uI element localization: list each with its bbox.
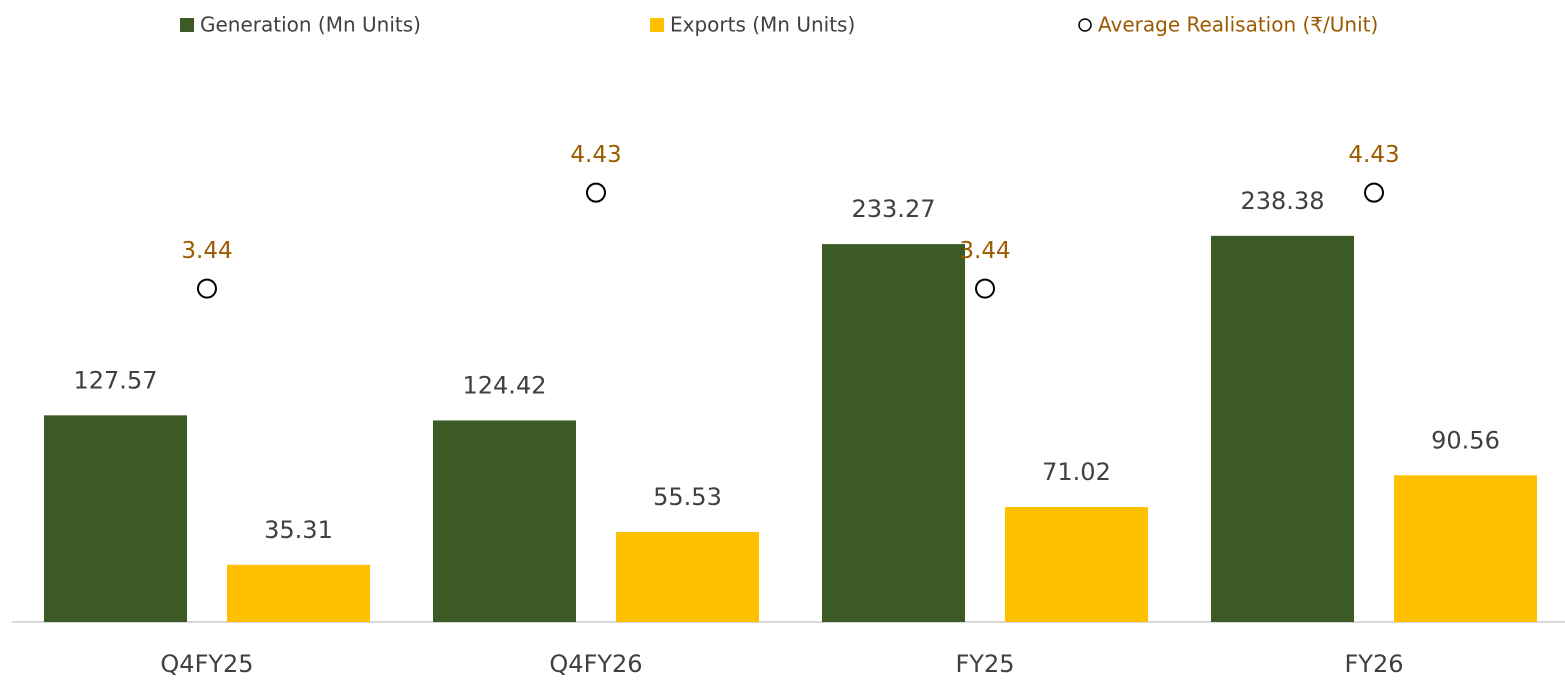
data-label: 127.57 [74,366,158,394]
legend-label: Exports (Mn Units) [670,13,855,37]
bar [1005,506,1148,622]
data-label: 55.53 [653,483,722,511]
legend-marker [1078,18,1092,32]
bar [227,564,370,622]
data-label: 4.43 [1348,142,1399,168]
data-label: 3.44 [959,238,1010,264]
bar [44,415,187,622]
legend-label: Average Realisation (₹/Unit) [1098,13,1378,37]
legend-label: Generation (Mn Units) [200,13,421,37]
marker [197,278,217,299]
x-tick-label: FY26 [1344,650,1403,678]
bar [1394,475,1537,622]
data-label: 90.56 [1431,426,1500,454]
data-label: 3.44 [181,238,232,264]
bar [433,420,576,622]
marker [1364,182,1384,203]
marker [586,182,606,203]
data-label: 238.38 [1241,187,1325,215]
bar [616,532,759,622]
data-label: 35.31 [264,516,333,544]
marker [975,278,995,299]
data-label: 233.27 [852,195,936,223]
legend-marker [650,18,664,32]
bar [1211,235,1354,622]
x-tick-label: Q4FY25 [160,650,253,678]
data-label: 4.43 [570,142,621,168]
data-label: 124.42 [463,371,547,399]
legend-marker [180,18,194,32]
x-tick-label: Q4FY26 [549,650,642,678]
bar [822,244,965,622]
x-tick-label: FY25 [955,650,1014,678]
data-label: 71.02 [1042,458,1111,486]
